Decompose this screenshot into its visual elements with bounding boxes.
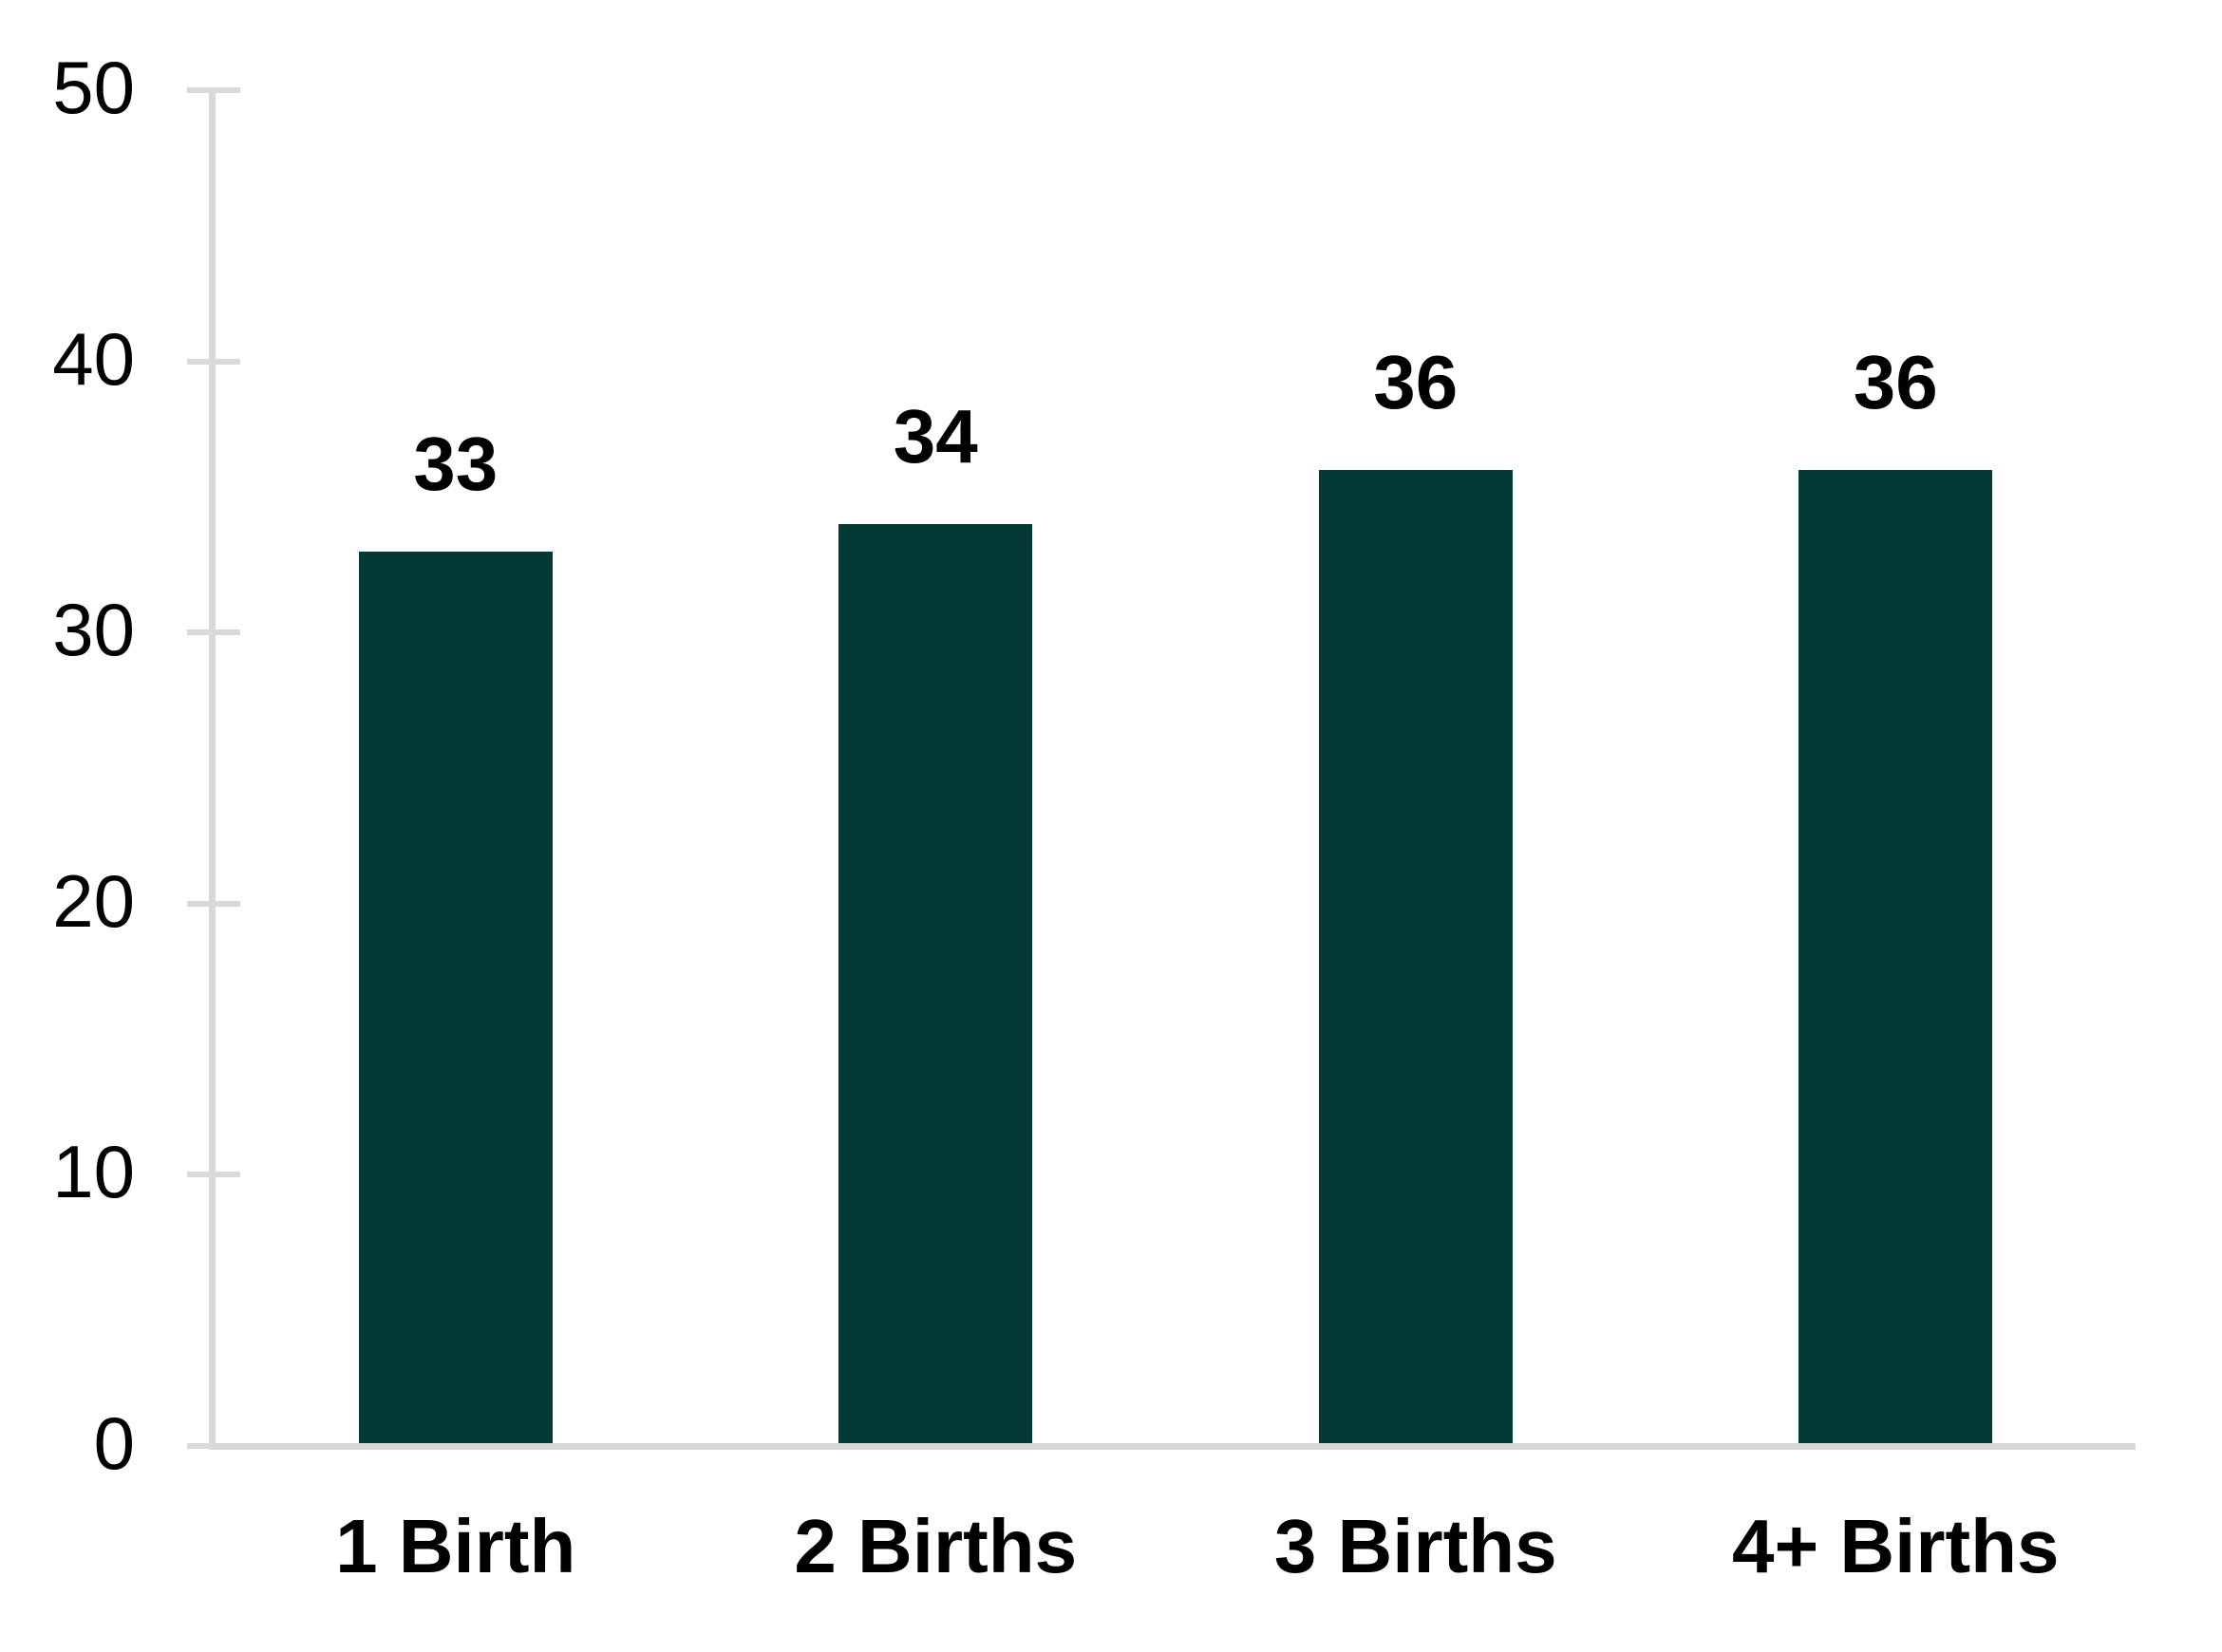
y-axis-tick-label-10: 10 — [52, 1130, 135, 1214]
y-axis-tick-30 — [187, 629, 240, 636]
y-axis-tick-label-0: 0 — [93, 1401, 135, 1485]
bar-1-birth — [358, 551, 553, 1443]
y-axis-tick-20 — [187, 900, 240, 907]
y-axis-tick-label-40: 40 — [52, 316, 135, 401]
x-axis-category-label-2-births: 2 Births — [794, 1504, 1078, 1588]
bar-4-births — [1798, 469, 1993, 1443]
x-axis-category-label-3-births: 3 Births — [1273, 1504, 1557, 1588]
y-axis-tick-50 — [187, 87, 240, 93]
bar-3-births — [1318, 469, 1513, 1443]
x-axis-category-label-1-birth: 1 Birth — [335, 1504, 576, 1588]
y-axis-tick-0 — [187, 1443, 240, 1449]
bar-2-births — [838, 523, 1033, 1443]
y-axis-tick-10 — [187, 1172, 240, 1178]
x-axis-line — [209, 1443, 2136, 1450]
y-axis-tick-label-30: 30 — [52, 588, 135, 672]
bar-value-label-1-birth: 33 — [413, 421, 499, 506]
y-axis-tick-label-50: 50 — [52, 46, 135, 129]
y-axis-tick-40 — [187, 358, 240, 365]
bar-value-label-4-births: 36 — [1853, 339, 1938, 424]
y-axis-line — [209, 87, 216, 1450]
y-axis-tick-label-20: 20 — [52, 858, 135, 943]
bar-value-label-2-births: 34 — [893, 393, 978, 479]
x-axis-category-label-4-births: 4+ Births — [1731, 1504, 2060, 1588]
bar-value-label-3-births: 36 — [1373, 339, 1459, 424]
